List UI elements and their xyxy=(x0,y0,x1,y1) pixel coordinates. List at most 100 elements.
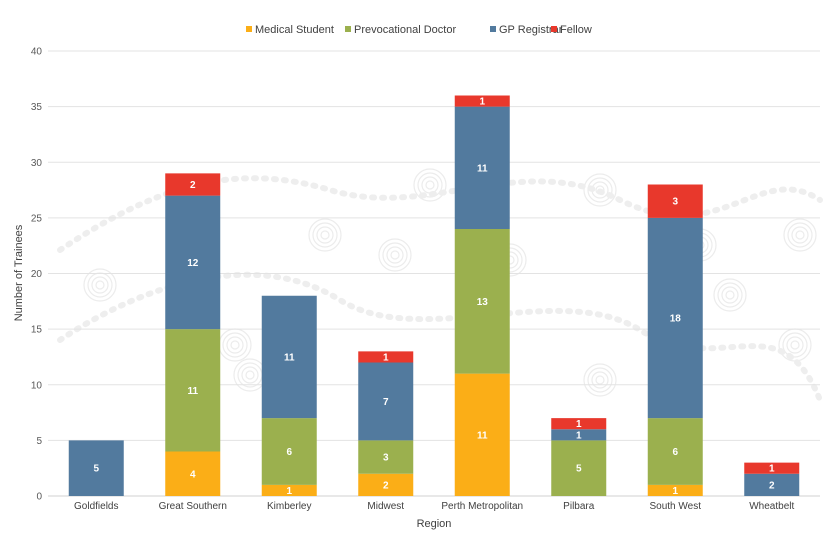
y-tick-label: 5 xyxy=(36,436,42,447)
bar-segment xyxy=(647,484,703,496)
bar-segment xyxy=(454,373,510,496)
bar-segment xyxy=(165,451,221,496)
pattern-circle xyxy=(725,290,735,300)
bar-segment xyxy=(165,329,221,452)
pattern-circle xyxy=(320,230,330,240)
y-tick-label: 0 xyxy=(36,492,42,503)
pattern-circle xyxy=(786,336,804,354)
data-label: 13 xyxy=(477,297,489,308)
data-label: 11 xyxy=(187,386,198,397)
pattern-circle xyxy=(312,222,338,248)
x-tick-label: Great Southern xyxy=(159,501,227,512)
data-label: 7 xyxy=(383,397,389,408)
data-label: 1 xyxy=(576,419,582,430)
x-tick-label: Pilbara xyxy=(563,501,595,512)
data-label: 11 xyxy=(477,430,488,441)
bar-segment xyxy=(261,295,317,419)
bar-segment xyxy=(647,418,703,485)
data-label: 1 xyxy=(672,486,678,497)
pattern-circle xyxy=(713,278,747,312)
bar-segment xyxy=(647,217,703,419)
y-tick-label: 15 xyxy=(31,325,43,336)
data-label: 18 xyxy=(670,314,682,325)
legend-label: Prevocational Doctor xyxy=(354,24,456,36)
y-tick-label: 40 xyxy=(31,47,43,58)
bar-segment xyxy=(165,173,221,196)
pattern-circle xyxy=(717,282,743,308)
data-label: 11 xyxy=(284,352,295,363)
gridlines xyxy=(48,50,820,497)
pattern-circle xyxy=(378,238,412,272)
pattern-circle xyxy=(425,180,435,190)
bar-segment xyxy=(551,429,607,441)
pattern-circle xyxy=(91,276,109,294)
data-label: 5 xyxy=(93,464,99,475)
pattern-circle xyxy=(417,172,443,198)
data-label: 1 xyxy=(286,486,292,497)
legend-swatch xyxy=(345,26,351,32)
pattern-circle xyxy=(241,366,259,384)
data-label: 3 xyxy=(383,453,389,464)
pattern-circle xyxy=(233,358,267,392)
data-label: 2 xyxy=(383,480,389,491)
legend-swatch xyxy=(490,26,496,32)
pattern-circle xyxy=(595,375,605,385)
pattern-circle xyxy=(591,371,609,389)
pattern-circle xyxy=(230,340,240,350)
pattern-circle xyxy=(316,226,334,244)
data-label: 2 xyxy=(769,480,775,491)
bar-segment xyxy=(551,418,607,430)
bar-segment xyxy=(358,473,414,496)
legend-swatch xyxy=(246,26,252,32)
legend-swatch xyxy=(551,26,557,32)
bar-segment xyxy=(261,484,317,496)
pattern-circle xyxy=(245,370,255,380)
bar-segment xyxy=(261,418,317,485)
data-label: 11 xyxy=(477,163,488,174)
y-tick-label: 30 xyxy=(31,158,43,169)
data-label: 1 xyxy=(479,97,485,108)
x-tick-label: Perth Metropolitan xyxy=(441,501,523,512)
bar-segment xyxy=(358,440,414,474)
x-axis-title: Region xyxy=(417,518,452,530)
pattern-circle xyxy=(778,328,812,362)
pattern-circle xyxy=(308,218,342,252)
pattern-circle xyxy=(787,222,813,248)
y-axis-title: Number of Trainees xyxy=(13,224,25,321)
x-tick-label: Midwest xyxy=(367,501,404,512)
x-tick-label: Kimberley xyxy=(267,501,311,512)
data-label: 5 xyxy=(576,464,582,475)
pattern-circle xyxy=(583,173,617,207)
bar-segment xyxy=(744,462,800,474)
data-label: 2 xyxy=(190,180,196,191)
pattern-circle xyxy=(782,332,808,358)
bar-segment xyxy=(68,440,124,496)
data-label: 12 xyxy=(187,258,199,269)
x-tick-label: Goldfields xyxy=(74,501,118,512)
pattern-circle xyxy=(721,286,739,304)
bar-segment xyxy=(647,184,703,218)
pattern-circle xyxy=(587,367,613,393)
pattern-circle xyxy=(218,328,252,362)
x-tick-label: Wheatbelt xyxy=(749,501,794,512)
pattern-circle xyxy=(83,268,117,302)
pattern-circle xyxy=(386,246,404,264)
pattern-circle xyxy=(583,363,617,397)
pattern-circle xyxy=(226,336,244,354)
pattern-circle xyxy=(783,218,817,252)
bar-segment xyxy=(454,95,510,107)
x-tick-label: South West xyxy=(649,501,701,512)
bar-segment xyxy=(358,362,414,441)
pattern-circle xyxy=(413,168,447,202)
data-label: 3 xyxy=(672,197,678,208)
data-label: 4 xyxy=(190,469,196,480)
data-label: 6 xyxy=(672,447,678,458)
pattern-circle xyxy=(390,250,400,260)
y-tick-label: 35 xyxy=(31,102,43,113)
bar-segment xyxy=(358,351,414,363)
pattern-dots xyxy=(57,175,823,253)
pattern-circle xyxy=(382,242,408,268)
